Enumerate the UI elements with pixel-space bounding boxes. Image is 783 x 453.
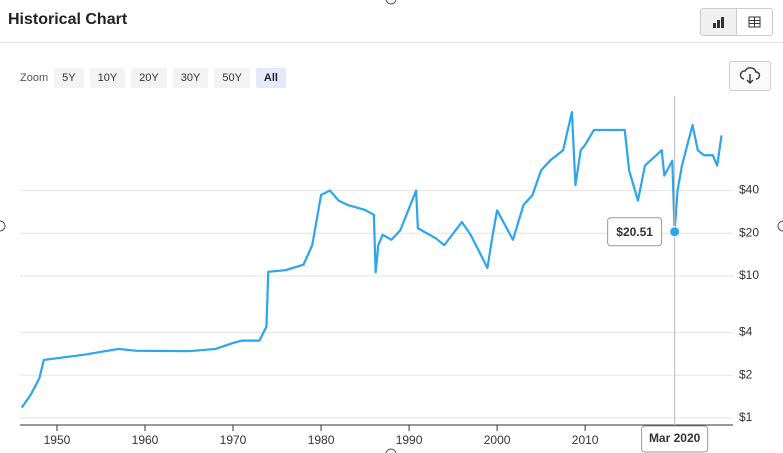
- x-tick-label: 1950: [44, 433, 71, 447]
- x-tick-label: 1960: [132, 433, 159, 447]
- handle: [385, 448, 397, 453]
- zoom-button[interactable]: All: [255, 68, 286, 88]
- zoom-button[interactable]: 30Y: [172, 68, 209, 88]
- x-label-box: [641, 425, 709, 453]
- price-line: [20, 110, 723, 409]
- tooltip-box: [607, 217, 663, 247]
- zoom-button[interactable]: 5Y: [54, 68, 84, 88]
- zoom-row: Zoom 5Y 10Y 20Y 30Y 50Y All: [20, 68, 286, 88]
- y-tick-label: $1: [739, 410, 753, 424]
- x-tick-label: 2010: [572, 433, 599, 447]
- handle: [777, 220, 783, 232]
- download-button[interactable]: [729, 61, 771, 91]
- x-hover-label: Mar 2020: [649, 431, 701, 445]
- y-tick-label: $40: [739, 183, 759, 197]
- x-tick-label: 1990: [396, 433, 423, 447]
- icon: [713, 17, 724, 28]
- y-tick-label: $2: [739, 367, 753, 381]
- x-tick-label: 1980: [308, 433, 335, 447]
- table-button[interactable]: [736, 8, 773, 36]
- hover-point: [669, 226, 681, 238]
- y-tick-label: $4: [739, 325, 753, 339]
- icon: [739, 67, 761, 84]
- title: Historical Chart: [8, 11, 128, 28]
- x-tick-label: 2000: [484, 433, 511, 447]
- icon: [748, 16, 761, 28]
- zoom-label: Zoom: [20, 72, 49, 84]
- handle: [0, 220, 6, 232]
- handle: [385, 0, 397, 5]
- header: Historical Chart: [0, 0, 783, 43]
- x-tick-label: 1970: [220, 433, 247, 447]
- zoom-button[interactable]: 10Y: [89, 68, 126, 88]
- zoom-button[interactable]: 50Y: [214, 68, 250, 88]
- y-tick-label: $20: [739, 225, 759, 239]
- y-tick-label: $10: [739, 268, 759, 282]
- tooltip-label: $20.51: [616, 225, 653, 239]
- zoom-button[interactable]: 20Y: [131, 68, 167, 88]
